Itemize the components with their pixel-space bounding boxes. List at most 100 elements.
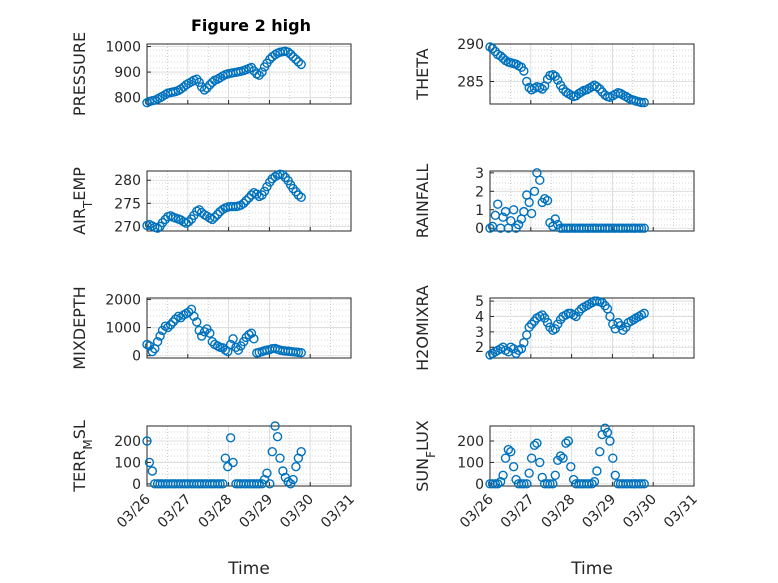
axes-box	[489, 43, 695, 105]
data-point	[555, 451, 566, 461]
data-point	[291, 462, 301, 472]
data-point	[225, 339, 236, 350]
data-point	[165, 320, 176, 330]
data-point	[602, 427, 613, 438]
data-point	[189, 311, 199, 322]
data-point	[587, 479, 597, 489]
data-point	[513, 219, 524, 230]
data-point	[548, 325, 558, 336]
y-axis-label: RAINFALL	[413, 164, 432, 239]
data-point	[545, 322, 555, 332]
data-point	[524, 197, 534, 208]
data-point	[548, 70, 558, 80]
data-point	[244, 193, 254, 203]
data-point	[288, 52, 298, 62]
data-point	[526, 319, 537, 329]
data-point	[595, 447, 605, 457]
data-point	[278, 169, 288, 180]
x-tick-label: 03/31	[661, 492, 701, 532]
y-axis-label: H2OMIXRA	[413, 285, 432, 371]
data-point	[485, 223, 495, 233]
data-point	[511, 59, 521, 69]
data-point	[592, 82, 602, 92]
data-point	[519, 479, 529, 489]
y-axis-label: AIRTEMP	[70, 167, 95, 235]
data-point	[490, 347, 501, 357]
data-point	[610, 470, 620, 480]
subplot-sun_flux: 0 100 200 03/26 03/27 03/28 03/29 03/30 03/31 SUN…	[413, 420, 701, 579]
data-point	[296, 447, 306, 457]
data-point	[152, 223, 163, 233]
data-point	[618, 325, 628, 336]
data-point	[199, 327, 210, 337]
y-tick-label: 4	[475, 309, 484, 325]
y-tick-label: 800	[114, 91, 141, 107]
data-point	[636, 479, 647, 489]
subplot-air_temp: 270 275 280 AIRTEMP	[70, 167, 352, 235]
data-point	[147, 466, 158, 476]
data-point	[218, 479, 228, 489]
data-point	[285, 49, 296, 59]
data-point	[545, 479, 555, 489]
data-point	[621, 322, 631, 332]
data-point	[296, 192, 306, 203]
y-tick-label: 290	[457, 37, 484, 53]
data-point	[639, 223, 649, 233]
data-point	[265, 54, 275, 65]
data-point	[506, 447, 516, 457]
y-tick-label: 0	[475, 477, 484, 493]
data-point	[194, 205, 204, 215]
y-tick-label: 3	[475, 325, 484, 341]
data-point	[275, 453, 285, 463]
data-point	[571, 311, 581, 322]
data-point	[199, 85, 210, 95]
data-point	[207, 77, 217, 87]
x-tick-label: 03/26	[457, 491, 497, 531]
subplot-theta: 285 290 THETA	[413, 37, 695, 108]
data-point	[568, 310, 579, 320]
axes-box	[146, 170, 352, 232]
figure-title: Figure 2 high	[191, 16, 311, 35]
data-point	[246, 328, 257, 338]
data-point	[181, 80, 191, 90]
data-point	[493, 199, 503, 209]
data-point	[215, 479, 225, 489]
y-tick-label: 5	[475, 294, 484, 310]
y-tick-label: 200	[457, 434, 484, 450]
data-point	[144, 457, 155, 468]
x-tick-label: 03/31	[318, 492, 358, 532]
data-point	[241, 195, 251, 206]
data-point	[550, 324, 560, 334]
data-point	[558, 453, 568, 463]
data-point	[519, 66, 529, 76]
x-tick-label: 03/30	[277, 492, 317, 532]
data-point	[495, 477, 506, 487]
data-point	[228, 457, 238, 468]
data-point	[278, 466, 288, 476]
data-point	[522, 479, 532, 489]
data-point	[293, 57, 304, 67]
data-point	[529, 440, 540, 450]
x-tick-label: 03/29	[579, 492, 619, 532]
data-point	[508, 462, 519, 472]
data-point	[228, 334, 238, 344]
data-point	[249, 334, 259, 344]
data-point	[265, 479, 275, 489]
data-point	[522, 76, 532, 87]
x-tick-label: 03/30	[620, 492, 660, 532]
data-point	[615, 88, 626, 99]
data-point	[493, 479, 503, 489]
data-point	[259, 186, 270, 197]
data-point	[487, 43, 498, 54]
data-point	[589, 477, 600, 487]
y-tick-label: 1	[475, 203, 484, 219]
data-point	[194, 77, 204, 87]
data-point	[639, 97, 649, 108]
y-tick-label: 280	[114, 173, 141, 189]
data-point	[506, 216, 516, 226]
data-point	[231, 342, 241, 352]
x-tick-label: 03/29	[236, 492, 276, 532]
y-axis-label: MIXDEPTH	[70, 286, 89, 369]
